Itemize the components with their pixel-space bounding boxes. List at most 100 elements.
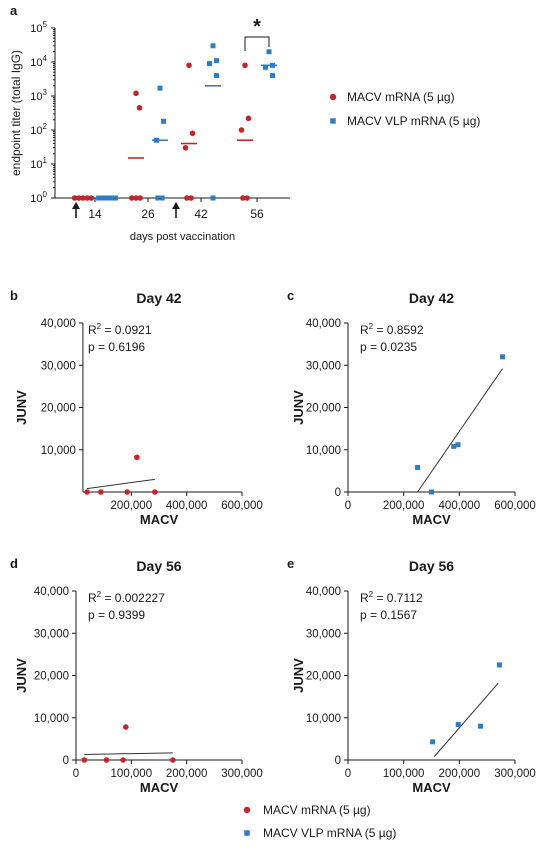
data-point-c bbox=[455, 442, 461, 448]
x-tick-label-a: 14 bbox=[88, 207, 102, 221]
data-point-d bbox=[170, 757, 176, 763]
data-point-d bbox=[123, 724, 129, 730]
data-point-vlp bbox=[155, 195, 161, 201]
x-axis-label-e: MACV bbox=[412, 780, 451, 795]
data-point-vlp bbox=[157, 85, 163, 91]
y-tick-label-d: 0 bbox=[63, 755, 69, 767]
r-squared-symbol: R bbox=[88, 323, 97, 337]
p-value-label-c: p = 0.0235 bbox=[360, 340, 417, 354]
data-point-vlp bbox=[266, 49, 272, 55]
y-tick-label-c: 40,000 bbox=[306, 318, 341, 330]
legend-bottom: MACV mRNA (5 µg) MACV VLP mRNA (5 µg) bbox=[243, 803, 396, 840]
data-point-vlp bbox=[214, 73, 219, 79]
y-tick-label-e: 30,000 bbox=[306, 628, 341, 640]
y-tick-label-e: 20,000 bbox=[306, 671, 341, 683]
y-tick-label-c: 0 bbox=[335, 487, 341, 499]
fit-line-d bbox=[84, 752, 173, 756]
data-point-mrna bbox=[182, 144, 189, 151]
data-point-mrna bbox=[244, 195, 250, 201]
y-tick-label-d: 20,000 bbox=[34, 671, 69, 683]
x-axis-label-a: days post vaccination bbox=[130, 231, 235, 243]
x-tick-label-a: 42 bbox=[194, 207, 208, 221]
data-point-mrna bbox=[238, 127, 245, 133]
data-point-c bbox=[451, 443, 457, 449]
data-point-d bbox=[120, 757, 126, 763]
y-tick-label-e: 0 bbox=[335, 755, 341, 767]
data-point-mrna bbox=[88, 195, 95, 201]
x-tick-label-d: 200,000 bbox=[166, 768, 208, 780]
x-tick-label-d: 100,000 bbox=[111, 768, 153, 780]
y-tick-label-c: 30,000 bbox=[306, 360, 341, 372]
significance-bracket bbox=[244, 36, 270, 51]
data-point-mrna bbox=[136, 104, 143, 111]
x-tick-label-e: 100,000 bbox=[383, 768, 425, 780]
legend-label-mrna: MACV mRNA (5 µg) bbox=[347, 90, 455, 104]
panel-b: b Day 42 10,000 20,000 30,000 40,000 200,000 40… bbox=[10, 288, 263, 527]
legend-label-vlp: MACV VLP mRNA (5 µg) bbox=[347, 114, 480, 128]
y-axis-label-e: JUNV bbox=[291, 658, 306, 693]
legend-marker-vlp bbox=[330, 118, 336, 124]
panel-label-c: c bbox=[287, 288, 294, 303]
y-tick-label-a: 104 bbox=[30, 54, 47, 69]
r-squared-symbol: R bbox=[360, 591, 369, 605]
y-tick-label-base-a: 10 bbox=[30, 91, 42, 103]
data-point-c bbox=[499, 354, 505, 360]
legend-label-vlp: MACV VLP mRNA (5 µg) bbox=[263, 826, 396, 840]
r-squared-exponent: 2 bbox=[97, 590, 102, 599]
x-tick-label-a: 56 bbox=[250, 207, 264, 221]
y-tick-label-e: 40,000 bbox=[306, 586, 341, 598]
r-squared-value: = 0.8592 bbox=[373, 323, 424, 337]
data-point-vlp bbox=[263, 64, 268, 70]
r-squared-exponent: 2 bbox=[97, 322, 102, 331]
panel-label-a: a bbox=[10, 3, 18, 18]
data-point-vlp bbox=[112, 195, 118, 201]
y-tick-label-e: 10,000 bbox=[306, 713, 341, 725]
fit-line-c bbox=[417, 368, 503, 493]
data-point-vlp bbox=[159, 195, 165, 201]
x-tick-label-e: 300,000 bbox=[494, 768, 536, 780]
x-tick-label-b: 600,000 bbox=[221, 500, 263, 512]
panel-label-b: b bbox=[10, 288, 18, 303]
data-point-vlp bbox=[161, 118, 166, 124]
vaccination-arrow-head bbox=[172, 202, 180, 209]
r-squared-label-e: R2 = 0.7112 bbox=[360, 590, 423, 605]
legend-a: MACV mRNA (5 µg) MACV VLP mRNA (5 µg) bbox=[329, 90, 480, 128]
x-tick-label-d: 300,000 bbox=[221, 768, 263, 780]
data-point-mrna bbox=[242, 62, 248, 69]
x-axis-label-d: MACV bbox=[140, 780, 179, 795]
panel-label-d: d bbox=[10, 556, 18, 571]
data-point-mrna bbox=[245, 115, 252, 122]
significance-label: * bbox=[253, 16, 261, 38]
data-point-mrna bbox=[240, 195, 246, 201]
data-point-mrna bbox=[188, 195, 194, 201]
x-axis-label-b: MACV bbox=[140, 512, 179, 527]
y-tick-label-b: 30,000 bbox=[41, 360, 76, 372]
x-tick-label-e: 0 bbox=[345, 768, 351, 780]
y-tick-label-a: 100 bbox=[30, 190, 47, 205]
r-squared-exponent: 2 bbox=[369, 590, 374, 599]
panel-title-b: Day 42 bbox=[136, 290, 181, 306]
panel-title-c: Day 42 bbox=[409, 290, 454, 306]
x-tick-label-b: 400,000 bbox=[166, 500, 208, 512]
legend-label-mrna: MACV mRNA (5 µg) bbox=[263, 803, 371, 817]
data-point-d bbox=[81, 757, 88, 763]
data-point-c bbox=[429, 489, 434, 495]
data-point-vlp bbox=[210, 195, 216, 201]
r-squared-symbol: R bbox=[88, 591, 97, 605]
y-tick-label-exponent-a: 2 bbox=[43, 122, 48, 131]
p-value-label-e: p = 0.1567 bbox=[360, 608, 417, 622]
data-point-mrna bbox=[137, 195, 143, 201]
data-point-c bbox=[415, 464, 421, 470]
panel-e: e Day 56 0 10,000 20,000 30,000 40,000 0 100,000… bbox=[287, 556, 536, 795]
data-point-b bbox=[124, 489, 130, 495]
fit-line-b bbox=[86, 478, 155, 490]
panel-c: c Day 42 0 10,000 20,000 30,000 40,000 0 200,000… bbox=[287, 288, 536, 527]
data-point-b bbox=[98, 489, 104, 495]
y-tick-label-exponent-a: 5 bbox=[43, 20, 48, 29]
y-tick-label-a: 105 bbox=[30, 20, 47, 35]
p-value-label-b: p = 0.6196 bbox=[88, 340, 145, 354]
data-point-mrna bbox=[129, 195, 135, 201]
y-axis-label-b: JUNV bbox=[14, 390, 29, 425]
y-tick-label-d: 30,000 bbox=[34, 628, 69, 640]
